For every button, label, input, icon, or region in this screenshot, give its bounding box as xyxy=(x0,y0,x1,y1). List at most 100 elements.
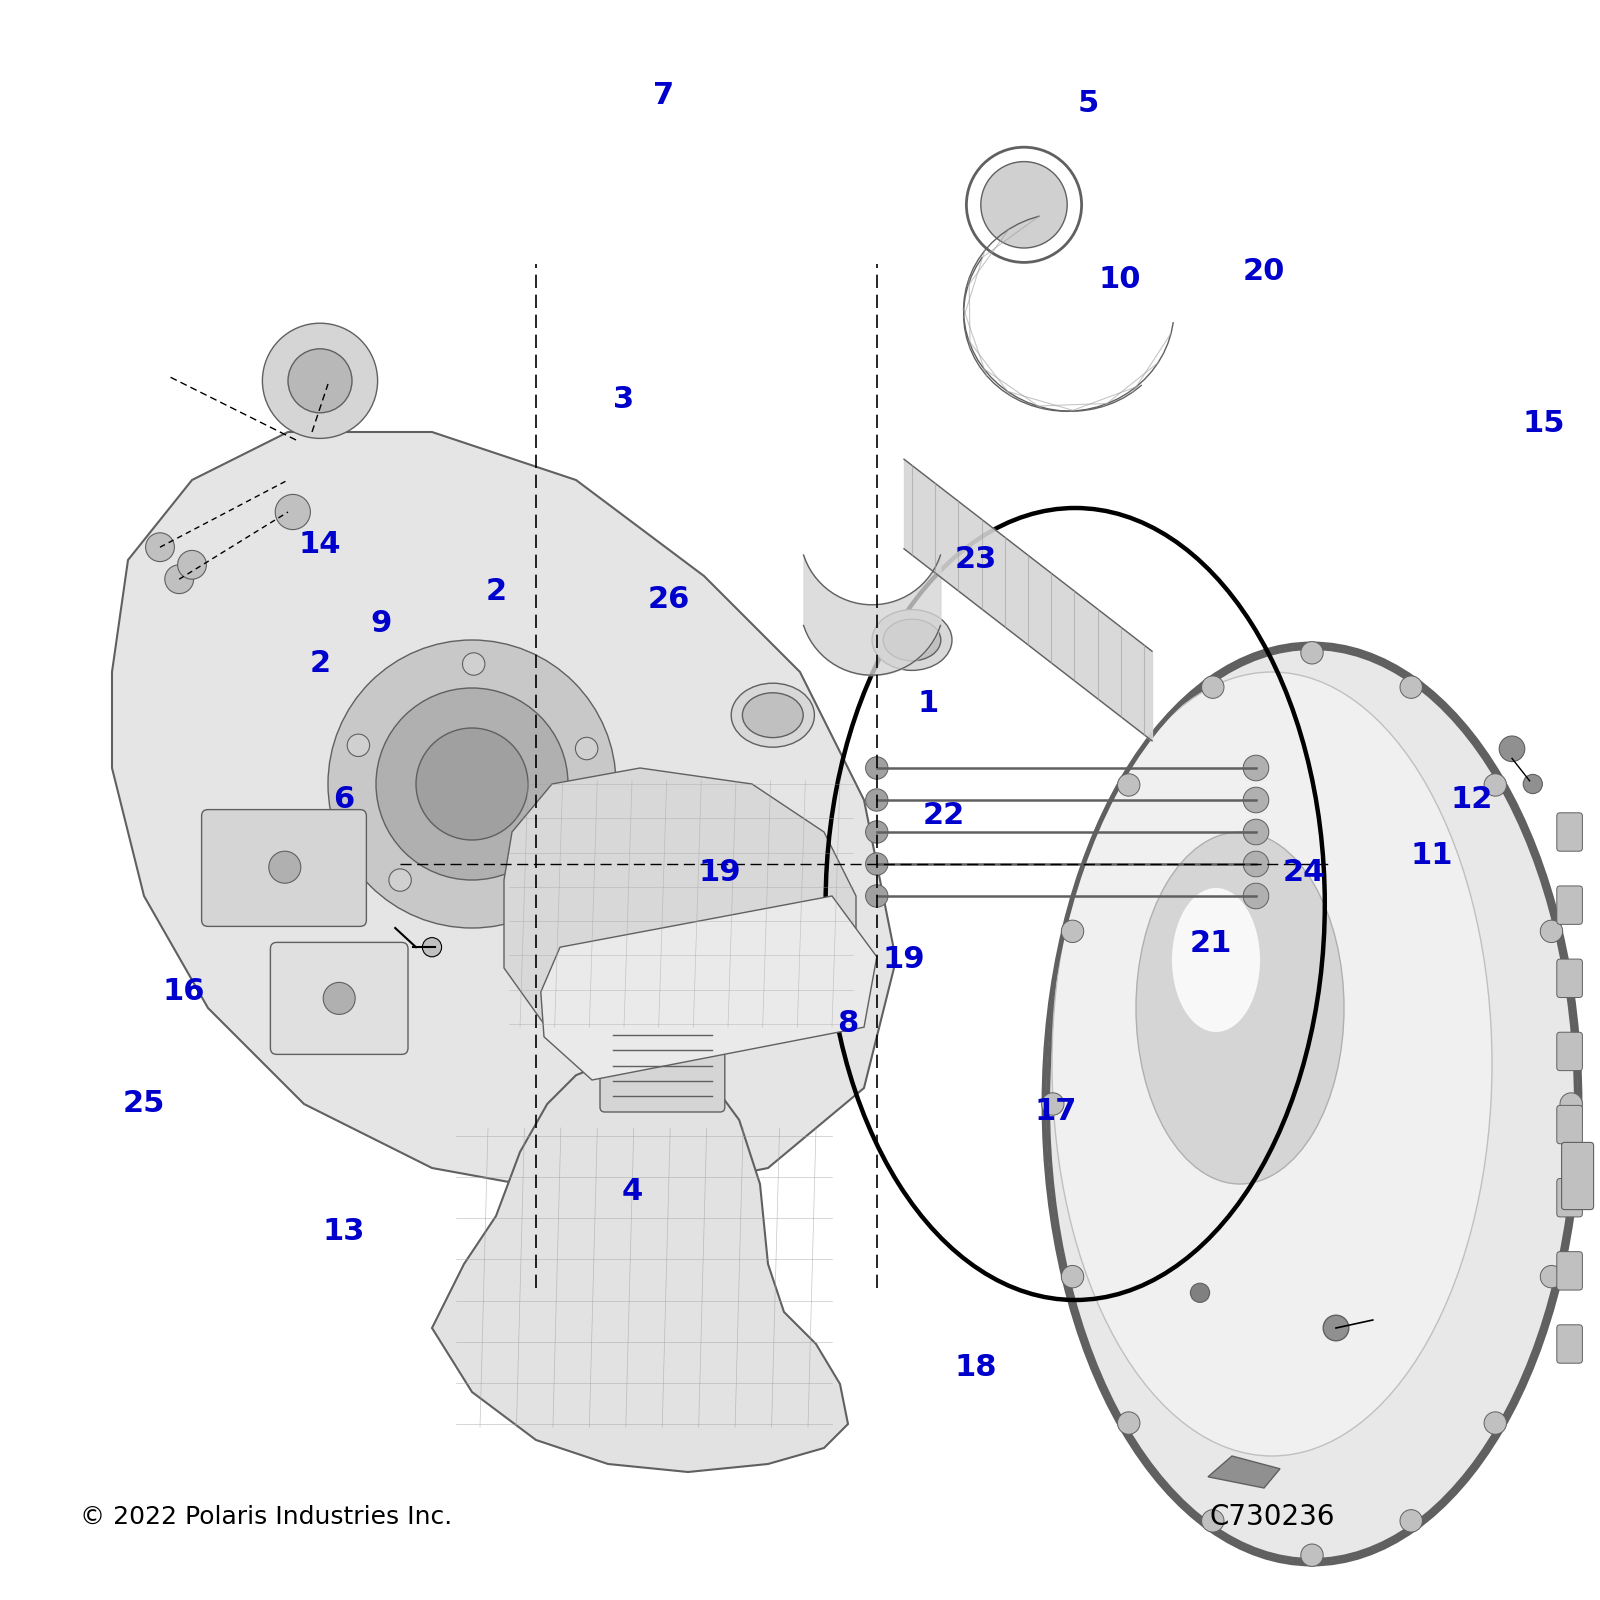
FancyBboxPatch shape xyxy=(1557,1106,1582,1144)
Circle shape xyxy=(1042,1093,1064,1115)
Circle shape xyxy=(1301,642,1323,664)
Circle shape xyxy=(866,757,888,779)
FancyBboxPatch shape xyxy=(1557,886,1582,925)
Text: 2: 2 xyxy=(309,650,331,678)
Text: 22: 22 xyxy=(923,802,965,830)
Circle shape xyxy=(323,982,355,1014)
Circle shape xyxy=(262,323,378,438)
Circle shape xyxy=(178,550,206,579)
Circle shape xyxy=(530,870,552,893)
Circle shape xyxy=(576,738,598,760)
Circle shape xyxy=(462,653,485,675)
Ellipse shape xyxy=(731,683,814,747)
Text: 21: 21 xyxy=(1190,930,1232,958)
Circle shape xyxy=(416,728,528,840)
Circle shape xyxy=(1400,675,1422,698)
Circle shape xyxy=(1323,1315,1349,1341)
Text: 25: 25 xyxy=(123,1090,165,1118)
Ellipse shape xyxy=(1136,832,1344,1184)
FancyBboxPatch shape xyxy=(600,1019,725,1112)
Circle shape xyxy=(1061,1266,1083,1288)
Circle shape xyxy=(1202,1510,1224,1533)
Circle shape xyxy=(866,821,888,843)
Ellipse shape xyxy=(872,610,952,670)
Text: 6: 6 xyxy=(333,786,355,814)
Circle shape xyxy=(165,565,194,594)
Circle shape xyxy=(1243,851,1269,877)
Text: 12: 12 xyxy=(1451,786,1493,814)
Text: © 2022 Polaris Industries Inc.: © 2022 Polaris Industries Inc. xyxy=(80,1504,453,1530)
Text: 8: 8 xyxy=(837,1010,859,1038)
FancyBboxPatch shape xyxy=(1557,958,1582,997)
Polygon shape xyxy=(1208,1456,1280,1488)
Text: 15: 15 xyxy=(1523,410,1565,438)
Text: 19: 19 xyxy=(883,946,925,974)
Ellipse shape xyxy=(1053,672,1491,1456)
Polygon shape xyxy=(112,432,896,1200)
Ellipse shape xyxy=(883,619,941,661)
Ellipse shape xyxy=(1171,888,1261,1032)
Ellipse shape xyxy=(742,693,803,738)
Circle shape xyxy=(1485,774,1507,797)
Circle shape xyxy=(146,533,174,562)
Circle shape xyxy=(269,851,301,883)
Circle shape xyxy=(1541,1266,1563,1288)
Circle shape xyxy=(376,688,568,880)
Circle shape xyxy=(1301,1544,1323,1566)
FancyBboxPatch shape xyxy=(202,810,366,926)
FancyBboxPatch shape xyxy=(1557,1251,1582,1290)
Circle shape xyxy=(1243,819,1269,845)
Text: 26: 26 xyxy=(648,586,690,614)
Circle shape xyxy=(1523,774,1542,794)
Text: 16: 16 xyxy=(163,978,205,1006)
Text: 5: 5 xyxy=(1077,90,1099,118)
Text: 4: 4 xyxy=(621,1178,643,1206)
Circle shape xyxy=(1117,1411,1139,1434)
Polygon shape xyxy=(541,896,877,1080)
Circle shape xyxy=(1243,755,1269,781)
Circle shape xyxy=(1541,920,1563,942)
FancyBboxPatch shape xyxy=(1557,813,1582,851)
Text: 9: 9 xyxy=(370,610,392,638)
Circle shape xyxy=(328,640,616,928)
Circle shape xyxy=(288,349,352,413)
Circle shape xyxy=(1400,1510,1422,1533)
Circle shape xyxy=(1560,1093,1582,1115)
Text: 3: 3 xyxy=(613,386,635,414)
Text: C730236: C730236 xyxy=(1210,1502,1334,1531)
Text: 19: 19 xyxy=(699,858,741,886)
Circle shape xyxy=(1243,883,1269,909)
Text: 10: 10 xyxy=(1099,266,1141,294)
Circle shape xyxy=(1202,675,1224,698)
Circle shape xyxy=(981,162,1067,248)
Text: 18: 18 xyxy=(955,1354,997,1382)
FancyBboxPatch shape xyxy=(1557,1179,1582,1218)
FancyBboxPatch shape xyxy=(270,942,408,1054)
Text: 24: 24 xyxy=(1283,858,1325,886)
Circle shape xyxy=(1499,736,1525,762)
Circle shape xyxy=(1117,774,1139,797)
Text: 11: 11 xyxy=(1411,842,1453,870)
Circle shape xyxy=(1485,1411,1507,1434)
FancyBboxPatch shape xyxy=(1557,1032,1582,1070)
Ellipse shape xyxy=(1048,648,1576,1560)
Text: 7: 7 xyxy=(653,82,675,110)
Text: 1: 1 xyxy=(917,690,939,718)
Text: 13: 13 xyxy=(323,1218,365,1246)
Text: 14: 14 xyxy=(299,530,341,558)
Circle shape xyxy=(866,885,888,907)
FancyBboxPatch shape xyxy=(1562,1142,1594,1210)
Circle shape xyxy=(275,494,310,530)
Circle shape xyxy=(1061,920,1083,942)
FancyBboxPatch shape xyxy=(1557,1325,1582,1363)
Circle shape xyxy=(389,869,411,891)
Text: 2: 2 xyxy=(485,578,507,606)
Circle shape xyxy=(1190,1283,1210,1302)
Polygon shape xyxy=(432,1056,848,1472)
Circle shape xyxy=(347,734,370,757)
Circle shape xyxy=(866,789,888,811)
Text: 17: 17 xyxy=(1035,1098,1077,1126)
Polygon shape xyxy=(504,768,856,1048)
Circle shape xyxy=(1243,787,1269,813)
Circle shape xyxy=(422,938,442,957)
